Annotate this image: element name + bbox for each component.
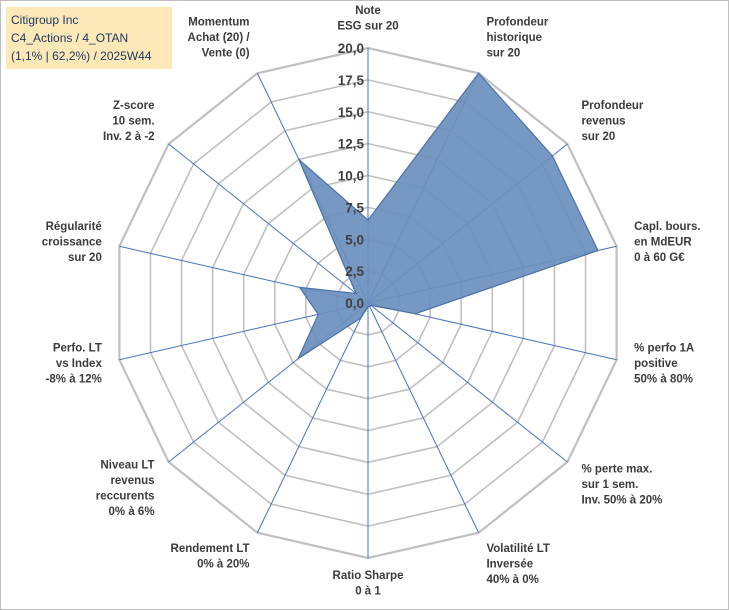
axis-label-line: Profondeur <box>581 100 643 112</box>
axis-label-line: sur 20 <box>68 252 102 264</box>
data-point <box>370 304 372 307</box>
axis-label: Perfo. LT vs Index -8% à 12% <box>46 342 103 385</box>
axis-label-line: sur 20 <box>581 131 615 143</box>
axis-spoke <box>367 302 568 463</box>
axis-label-line: Achat (20) / <box>188 32 251 44</box>
tick-label: 5,0 <box>345 232 364 247</box>
radar-tick-labels: 0,0 2,5 5,0 7,5 10,0 12,5 15,0 17,5 20,0 <box>338 41 365 311</box>
axis-label-line: Régularité <box>46 221 102 233</box>
tick-label: 15,0 <box>338 105 364 120</box>
axis-label-line: Inv. 2 à -2 <box>103 131 155 143</box>
axis-label-line: historique <box>486 32 542 44</box>
axis-label-line: sur 1 sem. <box>581 479 638 491</box>
axis-label-line: croissance <box>42 237 102 249</box>
data-point <box>355 292 357 295</box>
axis-label: Volatilité LT Inversée 40% à 0% <box>486 543 549 586</box>
axis-label-line: Niveau LT <box>100 460 154 472</box>
axis-label-line: vs Index <box>56 358 103 370</box>
axis-label-line: -8% à 12% <box>46 373 102 385</box>
tick-label: 7,5 <box>345 200 364 215</box>
axis-label-line: Inversée <box>486 558 533 570</box>
axis-label: Momentum Achat (20) / Vente (0) <box>188 17 251 60</box>
chart-title-box: Citigroup Inc C4_Actions / 4_OTAN (1,1% … <box>6 7 172 69</box>
radar-axis-labels: Note ESG sur 20 Profondeur historique sur 20… <box>42 5 701 598</box>
axis-label-line: % perte max. <box>581 464 652 476</box>
radar-series <box>296 72 599 361</box>
axis-label-line: Z-score <box>113 100 155 112</box>
axis-label: Rendement LT 0% à 20% <box>171 543 250 571</box>
data-point <box>414 312 417 315</box>
data-point <box>317 313 320 316</box>
axis-label: Niveau LT revenus reccurents 0% à 6% <box>96 460 155 519</box>
tick-label: 12,5 <box>338 137 365 152</box>
axis-label-line: 40% à 0% <box>486 574 538 586</box>
tick-label: 20,0 <box>338 41 364 56</box>
axis-label-line: Note <box>355 5 381 17</box>
data-point <box>551 155 554 157</box>
axis-label-line: Vente (0) <box>202 48 250 60</box>
axis-label-line: revenus <box>581 115 625 127</box>
axis-label-line: ESG sur 20 <box>337 21 398 33</box>
axis-label-line: Inv. 50% à 20% <box>581 495 662 507</box>
axis-label: Ratio Sharpe 0 à 1 <box>333 570 404 598</box>
axis-spoke <box>256 302 369 533</box>
axis-label: Régularité croissance sur 20 <box>42 221 102 264</box>
axis-label: Profondeur historique sur 20 <box>486 17 548 60</box>
axis-label-line: Perfo. LT <box>53 342 102 354</box>
data-point <box>368 305 371 308</box>
axis-label-line: Momentum <box>188 17 249 29</box>
tick-label: 10,0 <box>338 169 364 184</box>
axis-label-line: Rendement LT <box>171 543 250 555</box>
tick-label: 17,5 <box>338 73 365 88</box>
axis-label-line: Volatilité LT <box>486 543 549 555</box>
axis-spoke <box>168 143 369 304</box>
data-point <box>367 219 369 221</box>
axis-label: % perte max. sur 1 sem. Inv. 50% à 20% <box>581 464 662 507</box>
axis-label-line: Ratio Sharpe <box>333 570 404 582</box>
axis-label-line: en MdEUR <box>634 237 692 249</box>
tick-label: 0,0 <box>345 296 364 311</box>
axis-label: % perfo 1A positive 50% à 80% <box>634 342 694 385</box>
axis-label: Z-score 10 sem. Inv. 2 à -2 <box>103 100 155 143</box>
data-point <box>477 72 480 75</box>
title-line-3: (1,1% | 62,2%) / 2025W44 <box>11 49 152 63</box>
data-point <box>298 158 300 161</box>
axis-spoke <box>367 302 480 533</box>
axis-label-line: sur 20 <box>486 48 520 60</box>
data-point <box>597 249 599 252</box>
axis-label-line: 0% à 20% <box>197 558 249 570</box>
axis-label-line: reccurents <box>96 491 155 503</box>
data-point <box>360 317 362 319</box>
axis-label-line: Profondeur <box>486 17 548 29</box>
axis-label-line: 50% à 80% <box>634 373 693 385</box>
title-line-2: C4_Actions / 4_OTAN <box>11 31 129 45</box>
axis-label-line: Capl. bours. <box>634 221 700 233</box>
axis-label: Capl. bours. en MdEUR 0 à 60 G€ <box>634 221 700 264</box>
axis-label-line: % perfo 1A <box>634 342 694 354</box>
axis-label-line: 0 à 1 <box>355 586 381 598</box>
title-line-1: Citigroup Inc <box>11 13 79 27</box>
axis-label-line: 0 à 60 G€ <box>634 252 685 264</box>
axis-label-line: 0% à 6% <box>109 506 155 518</box>
axis-label: Note ESG sur 20 <box>337 5 398 33</box>
data-point <box>297 357 300 360</box>
axis-label-line: revenus <box>110 475 154 487</box>
axis-label-line: positive <box>634 358 677 370</box>
axis-label-line: 10 sem. <box>112 115 154 127</box>
data-point <box>298 286 301 289</box>
tick-label: 2,5 <box>345 264 364 279</box>
data-point <box>367 306 369 308</box>
axis-label: Profondeur revenus sur 20 <box>581 100 643 143</box>
